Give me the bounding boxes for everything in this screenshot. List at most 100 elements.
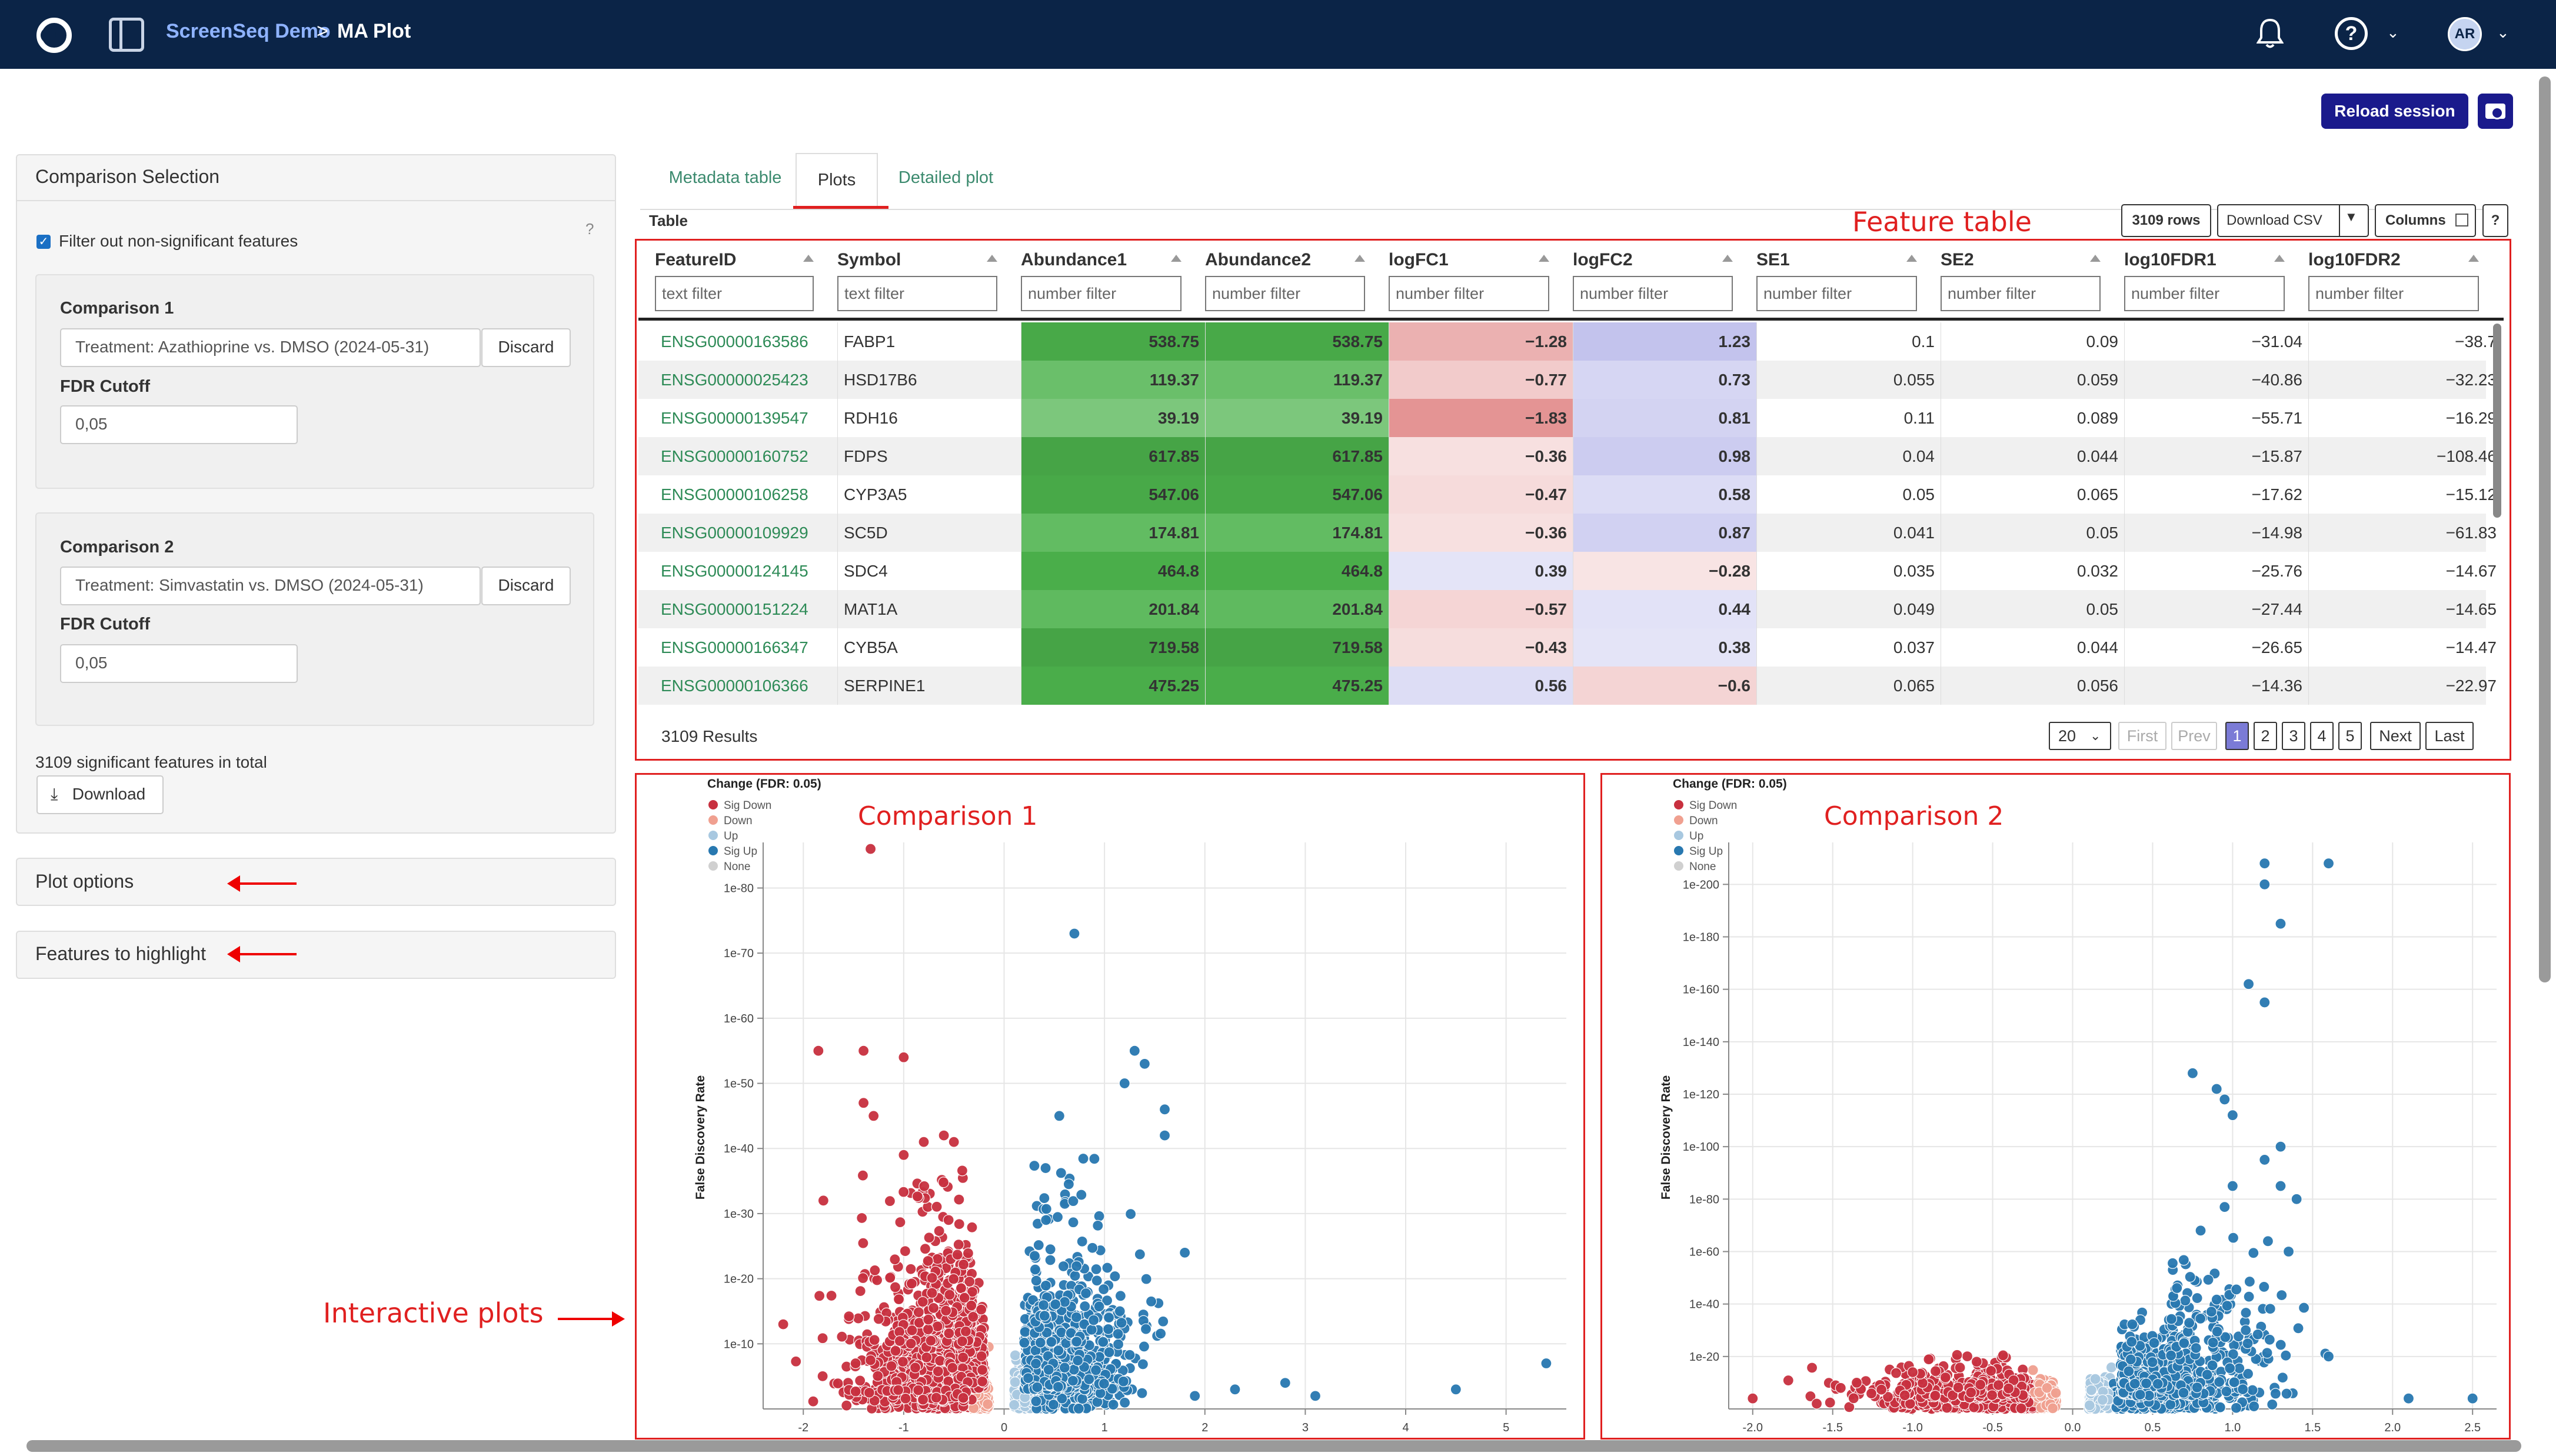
- data-point[interactable]: [1865, 1388, 1878, 1400]
- data-point[interactable]: [857, 1272, 869, 1284]
- data-point[interactable]: [817, 1195, 829, 1207]
- data-point[interactable]: [1159, 1130, 1171, 1141]
- data-point[interactable]: [817, 1332, 828, 1344]
- data-point[interactable]: [1129, 1045, 1140, 1057]
- data-point[interactable]: [1951, 1349, 1963, 1361]
- data-point[interactable]: [931, 1201, 943, 1212]
- data-point[interactable]: [906, 1278, 918, 1290]
- data-point[interactable]: [1098, 1283, 1110, 1295]
- sidebar-toggle-icon[interactable]: [109, 18, 144, 52]
- data-point[interactable]: [2214, 1401, 2226, 1413]
- data-point[interactable]: [1985, 1365, 1997, 1377]
- data-point[interactable]: [1039, 1310, 1050, 1322]
- data-point[interactable]: [957, 1392, 969, 1404]
- data-point[interactable]: [886, 1360, 897, 1372]
- data-point[interactable]: [898, 1186, 910, 1198]
- pager-first[interactable]: First: [2118, 722, 2166, 750]
- data-point[interactable]: [1138, 1341, 1150, 1352]
- data-point[interactable]: [1040, 1203, 1052, 1215]
- data-point[interactable]: [777, 1318, 789, 1330]
- download-csv-caret-icon[interactable]: ▼: [2345, 209, 2358, 224]
- data-point[interactable]: [1030, 1395, 1042, 1407]
- data-point[interactable]: [1052, 1381, 1064, 1393]
- data-point[interactable]: [1806, 1362, 1818, 1374]
- data-point[interactable]: [1034, 1337, 1046, 1348]
- data-point[interactable]: [2281, 1388, 2292, 1400]
- data-point[interactable]: [858, 1045, 870, 1057]
- data-point[interactable]: [1031, 1381, 1043, 1393]
- data-point[interactable]: [1124, 1349, 1136, 1361]
- data-point[interactable]: [1097, 1336, 1109, 1348]
- data-point[interactable]: [953, 1194, 965, 1205]
- data-point[interactable]: [951, 1249, 963, 1261]
- data-point[interactable]: [884, 1272, 896, 1284]
- data-point[interactable]: [869, 1264, 881, 1277]
- column-header-se1[interactable]: SE1: [1756, 250, 1924, 274]
- data-point[interactable]: [1824, 1397, 1836, 1408]
- data-point[interactable]: [1101, 1262, 1113, 1274]
- data-point[interactable]: [982, 1398, 994, 1410]
- data-point[interactable]: [858, 1097, 870, 1109]
- column-header-log10fdr1[interactable]: log10FDR1: [2124, 250, 2292, 274]
- pager-1[interactable]: 1: [2225, 722, 2249, 750]
- data-point[interactable]: [1229, 1384, 1241, 1395]
- data-point[interactable]: [976, 1364, 989, 1376]
- data-point[interactable]: [890, 1345, 901, 1357]
- data-point[interactable]: [1279, 1377, 1291, 1389]
- data-point[interactable]: [917, 1296, 928, 1308]
- data-point[interactable]: [905, 1263, 917, 1275]
- data-point[interactable]: [966, 1221, 978, 1233]
- data-point[interactable]: [1092, 1220, 1104, 1231]
- data-point[interactable]: [1782, 1374, 1794, 1387]
- help-chevron-down-icon[interactable]: ⌄: [2387, 24, 2399, 41]
- data-point[interactable]: [850, 1385, 861, 1397]
- data-point[interactable]: [906, 1324, 918, 1337]
- tab-plots[interactable]: Plots: [796, 153, 878, 208]
- pager-next[interactable]: Next: [2370, 722, 2421, 750]
- data-point[interactable]: [926, 1287, 938, 1299]
- data-point[interactable]: [864, 1354, 877, 1366]
- feature-id-link[interactable]: ENSG00000124145: [661, 562, 808, 580]
- data-point[interactable]: [923, 1232, 935, 1244]
- column-header-abundance2[interactable]: Abundance2: [1205, 250, 1372, 274]
- feature-id-link[interactable]: ENSG00000025423: [661, 371, 808, 389]
- column-header-logfc1[interactable]: logFC1: [1389, 250, 1556, 274]
- data-point[interactable]: [790, 1355, 802, 1367]
- pager-3[interactable]: 3: [2282, 722, 2305, 750]
- sort-icon[interactable]: [2468, 255, 2479, 262]
- data-point[interactable]: [922, 1255, 934, 1267]
- data-point[interactable]: [1043, 1364, 1054, 1376]
- feature-id-link[interactable]: ENSG00000106258: [661, 485, 808, 504]
- data-point[interactable]: [2047, 1402, 2059, 1414]
- data-point[interactable]: [1067, 1195, 1079, 1207]
- data-point[interactable]: [1029, 1264, 1041, 1275]
- data-point[interactable]: [958, 1292, 970, 1304]
- data-point[interactable]: [1051, 1211, 1064, 1223]
- data-point[interactable]: [1916, 1377, 1929, 1389]
- filter-input-log10fdr2[interactable]: number filter: [2308, 276, 2479, 311]
- data-point[interactable]: [1053, 1345, 1064, 1357]
- data-point[interactable]: [850, 1357, 861, 1370]
- data-point[interactable]: [1954, 1362, 1966, 1374]
- data-point[interactable]: [853, 1312, 864, 1324]
- data-point[interactable]: [1040, 1214, 1052, 1226]
- table-help-button[interactable]: ?: [2482, 204, 2508, 237]
- comparison-2-select[interactable]: Treatment: Simvastatin vs. DMSO (2024-05…: [60, 567, 481, 605]
- data-point[interactable]: [947, 1362, 958, 1374]
- data-point[interactable]: [957, 1351, 969, 1364]
- data-point[interactable]: [2050, 1387, 2062, 1399]
- data-point[interactable]: [1088, 1314, 1100, 1326]
- data-point[interactable]: [889, 1281, 901, 1293]
- data-point[interactable]: [934, 1355, 946, 1367]
- data-point[interactable]: [1997, 1350, 2009, 1361]
- data-point[interactable]: [884, 1195, 896, 1207]
- data-point[interactable]: [1076, 1393, 1089, 1405]
- data-point[interactable]: [940, 1305, 952, 1317]
- data-point[interactable]: [1109, 1270, 1121, 1282]
- data-point[interactable]: [1112, 1328, 1124, 1340]
- pager-last[interactable]: Last: [2425, 722, 2474, 750]
- data-point[interactable]: [2267, 1398, 2278, 1411]
- data-point[interactable]: [1090, 1263, 1102, 1275]
- data-point[interactable]: [938, 1130, 950, 1141]
- data-point[interactable]: [911, 1191, 923, 1202]
